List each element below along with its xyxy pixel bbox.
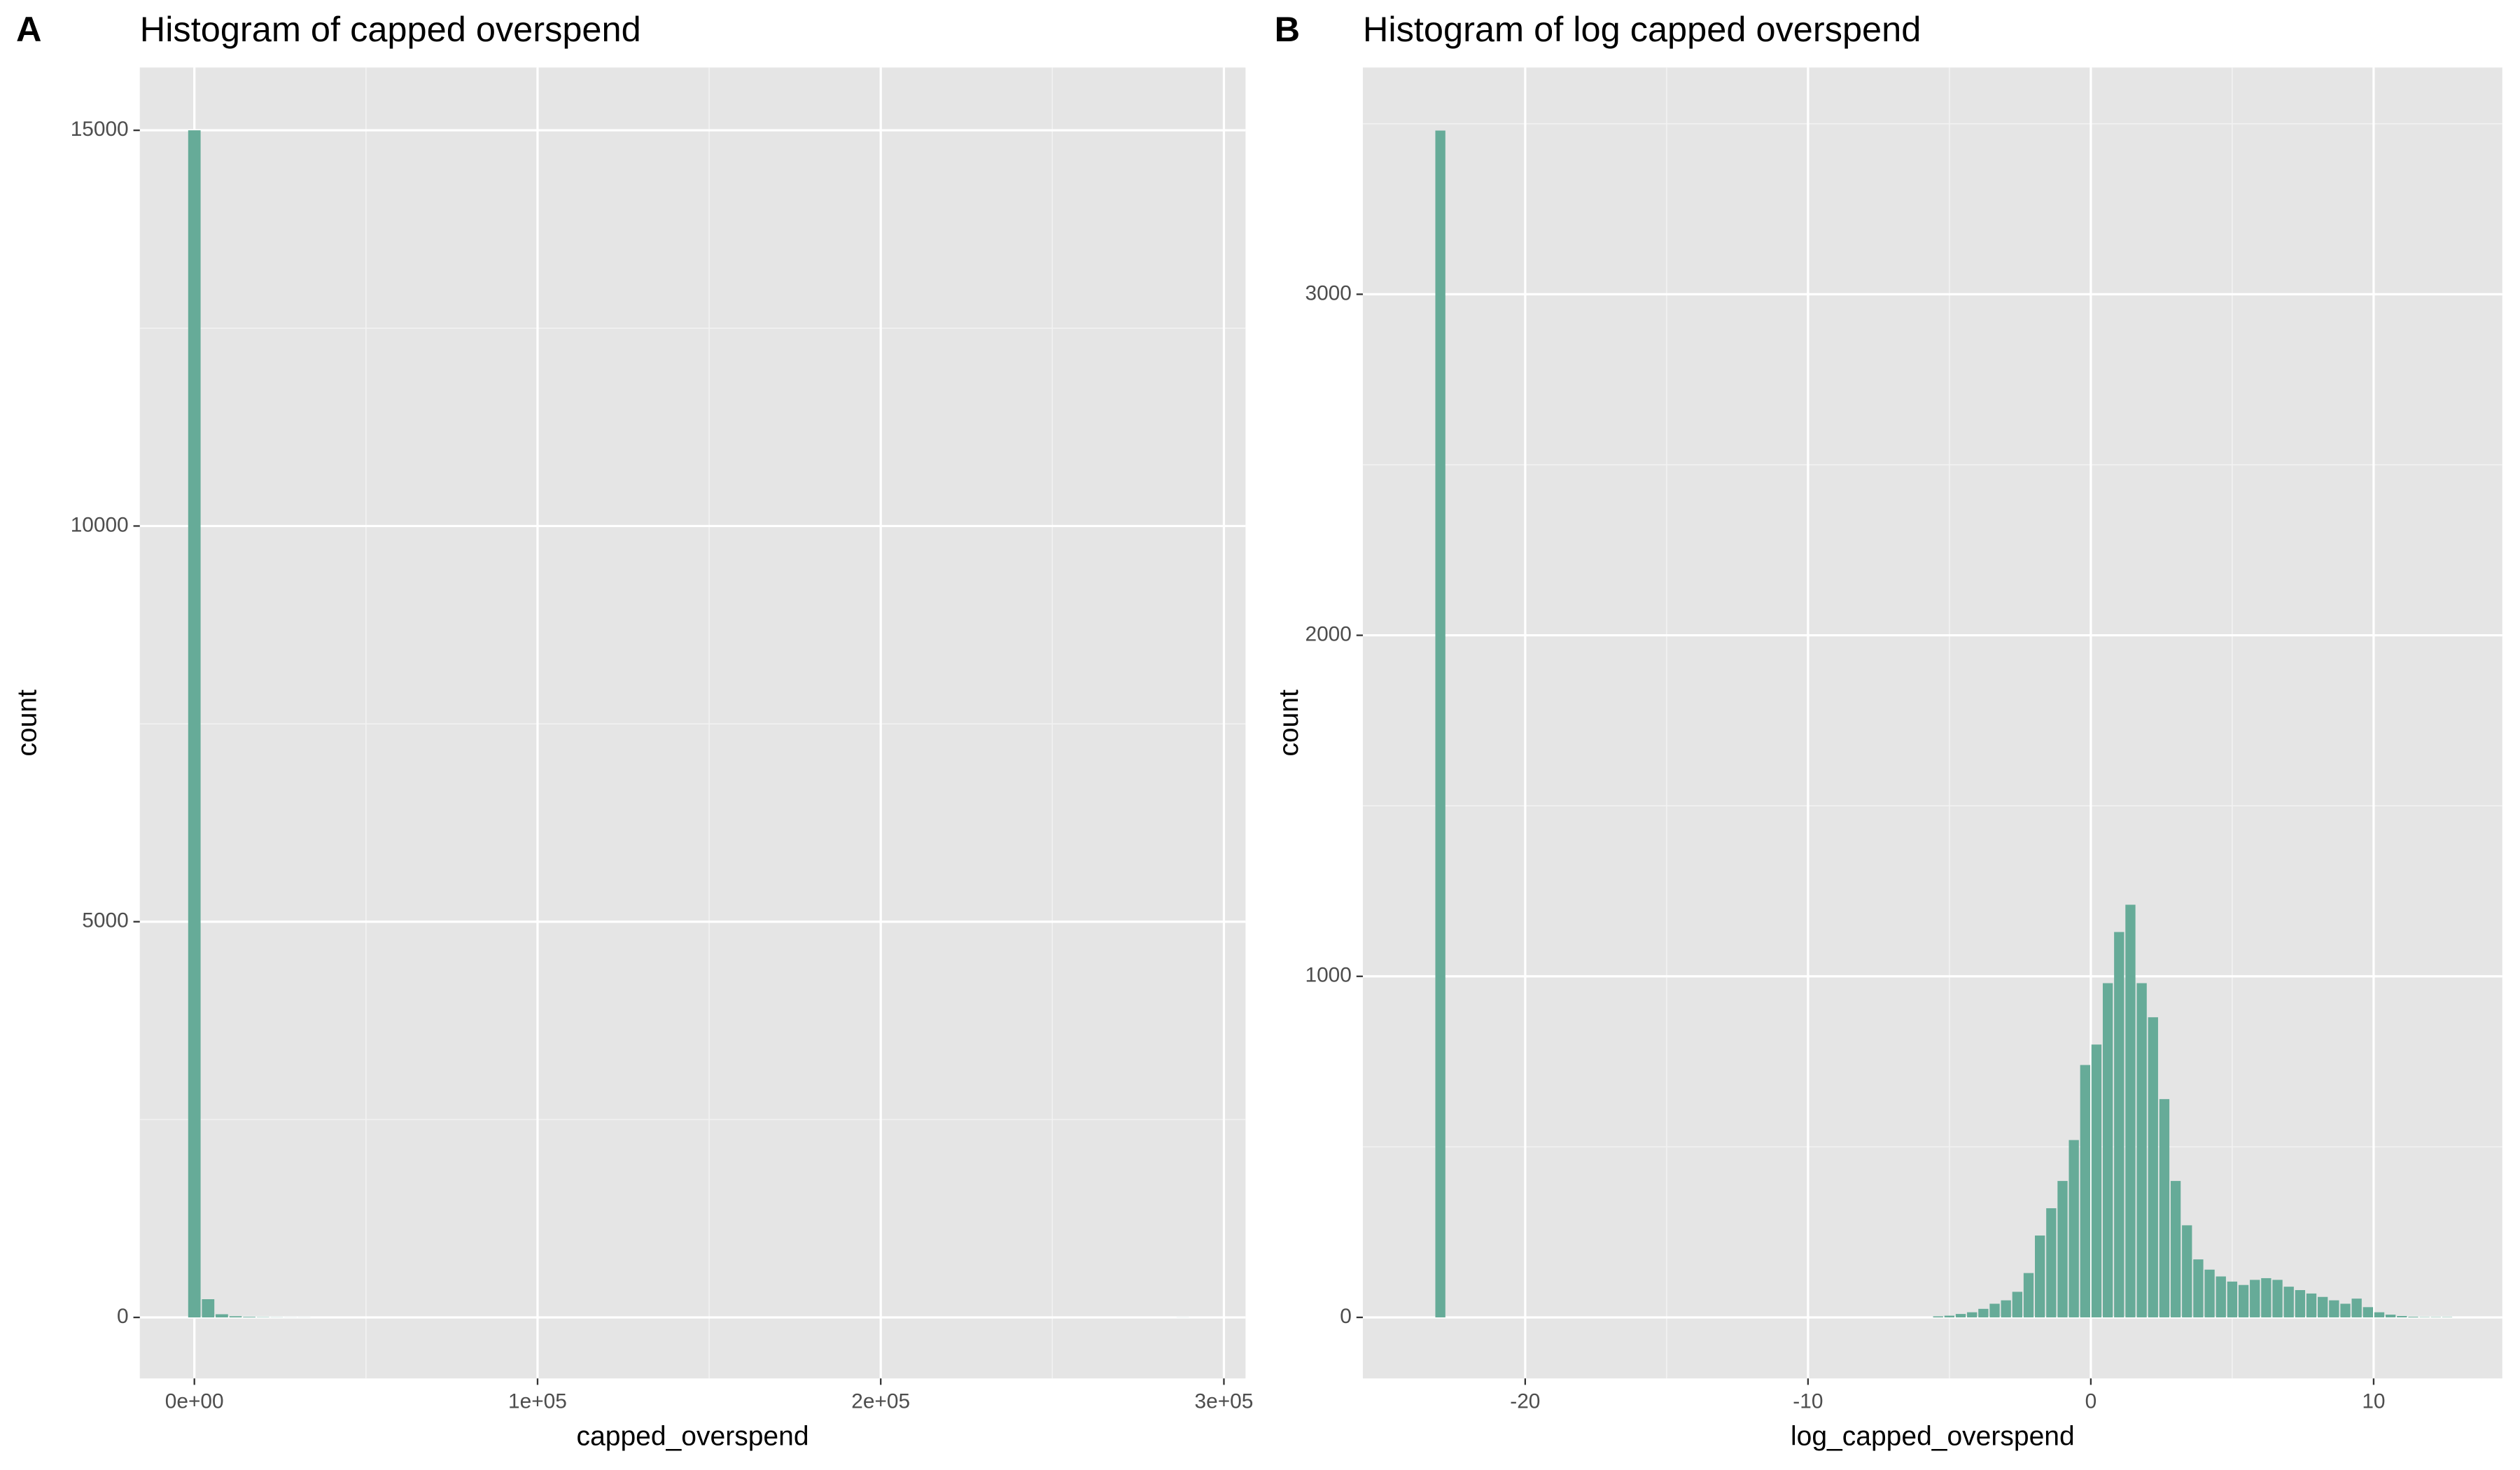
bar xyxy=(2397,1316,2407,1317)
bar xyxy=(1967,1312,1977,1317)
bar xyxy=(2340,1303,2351,1317)
bar xyxy=(1944,1315,1955,1317)
bar xyxy=(2306,1293,2317,1317)
y-tick-label: 1000 xyxy=(1305,964,1351,987)
bar xyxy=(216,1314,228,1318)
bar xyxy=(2261,1278,2272,1317)
bar xyxy=(2046,1208,2057,1317)
bar xyxy=(2227,1281,2238,1317)
bar xyxy=(2080,1065,2090,1317)
y-tick-label: 15000 xyxy=(71,118,129,141)
y-tick-label: 10000 xyxy=(71,513,129,536)
chart-title: Histogram of capped overspend xyxy=(140,9,641,49)
y-axis-title: count xyxy=(13,690,43,757)
bar xyxy=(2318,1296,2328,1317)
x-tick-label: -20 xyxy=(1510,1390,1540,1413)
bar xyxy=(2035,1236,2045,1317)
bar xyxy=(2238,1284,2249,1317)
x-tick-label: 10 xyxy=(2362,1390,2385,1413)
bar xyxy=(2193,1259,2204,1317)
x-tick-label: 1e+05 xyxy=(508,1390,567,1413)
y-tick-label: 3000 xyxy=(1305,281,1351,304)
bar xyxy=(2148,1017,2158,1317)
bar xyxy=(2329,1300,2339,1317)
y-axis-title: count xyxy=(1274,690,1304,757)
x-axis-title: capped_overspend xyxy=(577,1421,809,1451)
bar xyxy=(2068,1140,2079,1317)
chart-title: Histogram of log capped overspend xyxy=(1363,9,1921,49)
bar xyxy=(2204,1269,2215,1317)
bar xyxy=(2351,1298,2362,1317)
bar xyxy=(1989,1303,2000,1317)
x-tick-label: 3e+05 xyxy=(1195,1390,1254,1413)
x-tick-label: 0e+00 xyxy=(165,1390,224,1413)
bar xyxy=(1435,130,1446,1317)
bar xyxy=(2283,1287,2294,1317)
panel-tag: B xyxy=(1275,9,1300,49)
bar xyxy=(2362,1307,2373,1317)
bar xyxy=(2136,983,2147,1317)
bar xyxy=(188,130,201,1318)
bar xyxy=(2057,1181,2068,1317)
bar xyxy=(2170,1181,2181,1317)
bar xyxy=(2001,1300,2011,1317)
bar xyxy=(2216,1276,2226,1317)
y-tick-label: 2000 xyxy=(1305,622,1351,645)
bar xyxy=(2272,1280,2283,1317)
bar xyxy=(2374,1312,2385,1317)
bar xyxy=(2385,1315,2396,1317)
x-tick-label: 0 xyxy=(2085,1390,2097,1413)
x-tick-label: -10 xyxy=(1793,1390,1823,1413)
bar xyxy=(2114,932,2124,1317)
bar xyxy=(202,1299,215,1318)
bar xyxy=(2125,904,2136,1317)
bar xyxy=(1955,1314,1966,1317)
bar xyxy=(2023,1273,2034,1317)
bar xyxy=(1978,1308,1989,1317)
bar xyxy=(2182,1225,2192,1317)
panel-background xyxy=(1362,67,2502,1379)
bar xyxy=(2091,1044,2102,1317)
bar xyxy=(2102,983,2113,1317)
panel-background xyxy=(139,67,1246,1379)
bar xyxy=(2250,1280,2260,1317)
bar xyxy=(2295,1289,2306,1317)
x-axis-title: log_capped_overspend xyxy=(1791,1421,2075,1451)
bar xyxy=(229,1316,242,1318)
panel-tag: A xyxy=(16,9,41,49)
y-tick-label: 0 xyxy=(1340,1305,1352,1328)
y-tick-label: 5000 xyxy=(82,909,128,932)
bar xyxy=(2159,1099,2170,1317)
x-tick-label: 2e+05 xyxy=(851,1390,910,1413)
bar xyxy=(2012,1292,2023,1317)
y-tick-label: 0 xyxy=(117,1305,129,1328)
